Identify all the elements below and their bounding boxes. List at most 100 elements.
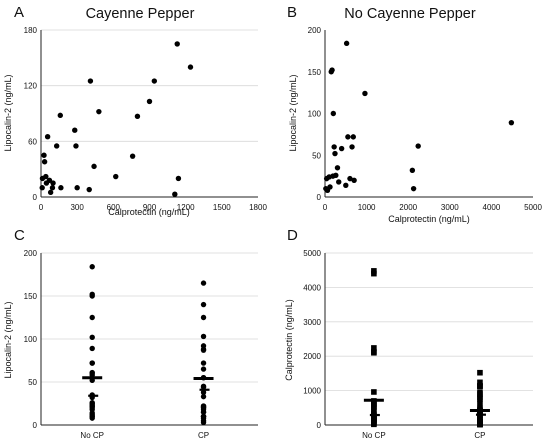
y-tick-label: 180 [24, 26, 38, 35]
data-point [343, 40, 350, 47]
x-tick-label: 5000 [524, 203, 542, 212]
y-axis-label: Lipocalin-2 (ng/mL) [288, 74, 298, 151]
data-point [73, 143, 79, 149]
data-point [345, 134, 351, 140]
data-point [200, 314, 207, 321]
x-category-label: No CP [80, 431, 104, 440]
panel-a-title: Cayenne Pepper [86, 6, 195, 22]
x-tick-label: 0 [39, 203, 44, 212]
data-point [200, 389, 207, 396]
data-point [200, 419, 207, 426]
y-tick-label: 0 [317, 193, 322, 202]
data-point [333, 172, 339, 178]
data-point [477, 391, 483, 397]
data-point [332, 150, 338, 157]
data-point [477, 421, 483, 428]
y-tick-label: 0 [317, 421, 322, 430]
panel-c: C 0 50 100 150 200 Lipocalin-2 (ng/mL) No CP CP [3, 227, 258, 440]
data-point [43, 173, 49, 180]
data-point [477, 379, 483, 386]
x-category-label: No CP [362, 431, 386, 440]
data-point [47, 189, 54, 196]
data-point [508, 119, 515, 126]
y-tick-label: 100 [24, 335, 38, 344]
y-axis-label: Calprotectin (ng/mL) [284, 299, 294, 381]
data-point [187, 64, 194, 70]
data-point [113, 173, 119, 180]
panel-d: D 0 1000 2000 3000 4000 5000 Calprotectin (ng/… [284, 227, 533, 440]
x-category-label: CP [474, 431, 485, 440]
y-axis-label: Lipocalin-2 (ng/mL) [3, 301, 13, 378]
x-tick-label: 900 [143, 203, 157, 212]
x-category-label: CP [198, 431, 209, 440]
y-tick-label: 3000 [303, 318, 321, 327]
data-point [477, 400, 483, 407]
panel-d-letter: D [287, 227, 298, 244]
data-point [200, 384, 207, 390]
data-point [415, 143, 421, 149]
y-tick-label: 100 [308, 110, 322, 119]
data-point [200, 360, 207, 366]
data-point [72, 127, 78, 133]
y-tick-label: 200 [24, 249, 38, 258]
data-point [89, 415, 95, 421]
data-point [39, 185, 45, 191]
data-point [91, 163, 97, 170]
y-tick-label: 1000 [303, 387, 321, 396]
x-tick-label: 1500 [213, 203, 231, 212]
panel-a-letter: A [14, 4, 24, 21]
data-point [347, 175, 353, 182]
y-tick-label: 150 [24, 292, 38, 301]
data-point [96, 108, 102, 115]
data-point [200, 366, 207, 372]
data-point [330, 110, 337, 117]
data-point [477, 384, 483, 390]
panel-c-letter: C [14, 227, 25, 244]
data-point [349, 144, 355, 150]
data-point [362, 90, 368, 97]
y-tick-label: 120 [24, 82, 38, 91]
x-tick-label: 4000 [483, 203, 501, 212]
x-tick-label: 300 [70, 203, 84, 212]
data-point [338, 145, 345, 152]
x-tick-label: 2000 [399, 203, 417, 212]
data-point [146, 98, 153, 105]
data-point [175, 175, 182, 182]
data-point [477, 369, 483, 376]
data-point [89, 264, 95, 270]
x-axis-label: Calprotectin (ng/mL) [108, 207, 190, 217]
x-tick-label: 1800 [249, 203, 267, 212]
data-point [477, 396, 483, 402]
y-tick-label: 150 [308, 68, 322, 77]
data-point [49, 185, 56, 191]
data-point [151, 78, 158, 84]
y-tick-label: 5000 [303, 249, 321, 258]
y-tick-label: 0 [33, 421, 38, 430]
data-point [86, 186, 92, 193]
y-tick-label: 200 [308, 26, 322, 35]
data-point [89, 293, 95, 299]
data-point [89, 360, 95, 366]
data-point [329, 67, 335, 73]
x-tick-label: 3000 [441, 203, 459, 212]
y-axis-label: Lipocalin-2 (ng/mL) [3, 74, 13, 151]
panel-a: A Cayenne Pepper 0 60 120 180 Lipocalin-2 (n… [3, 4, 267, 217]
panel-b: B No Cayenne Pepper 0 50 100 150 200 Lipocali… [287, 4, 542, 224]
data-point [200, 333, 207, 340]
x-tick-label: 600 [107, 203, 121, 212]
y-tick-label: 50 [28, 378, 37, 387]
data-point [371, 421, 377, 428]
panel-b-title: No Cayenne Pepper [344, 6, 476, 22]
data-point [53, 143, 60, 149]
data-point [89, 314, 95, 321]
x-axis-label: Calprotectin (ng/mL) [388, 214, 470, 224]
data-point [371, 389, 377, 395]
data-point [409, 167, 416, 173]
data-point [343, 182, 349, 189]
data-point [200, 409, 207, 415]
x-tick-label: 1200 [177, 203, 195, 212]
data-point [87, 78, 94, 84]
data-point [200, 393, 207, 400]
data-point [327, 184, 333, 190]
